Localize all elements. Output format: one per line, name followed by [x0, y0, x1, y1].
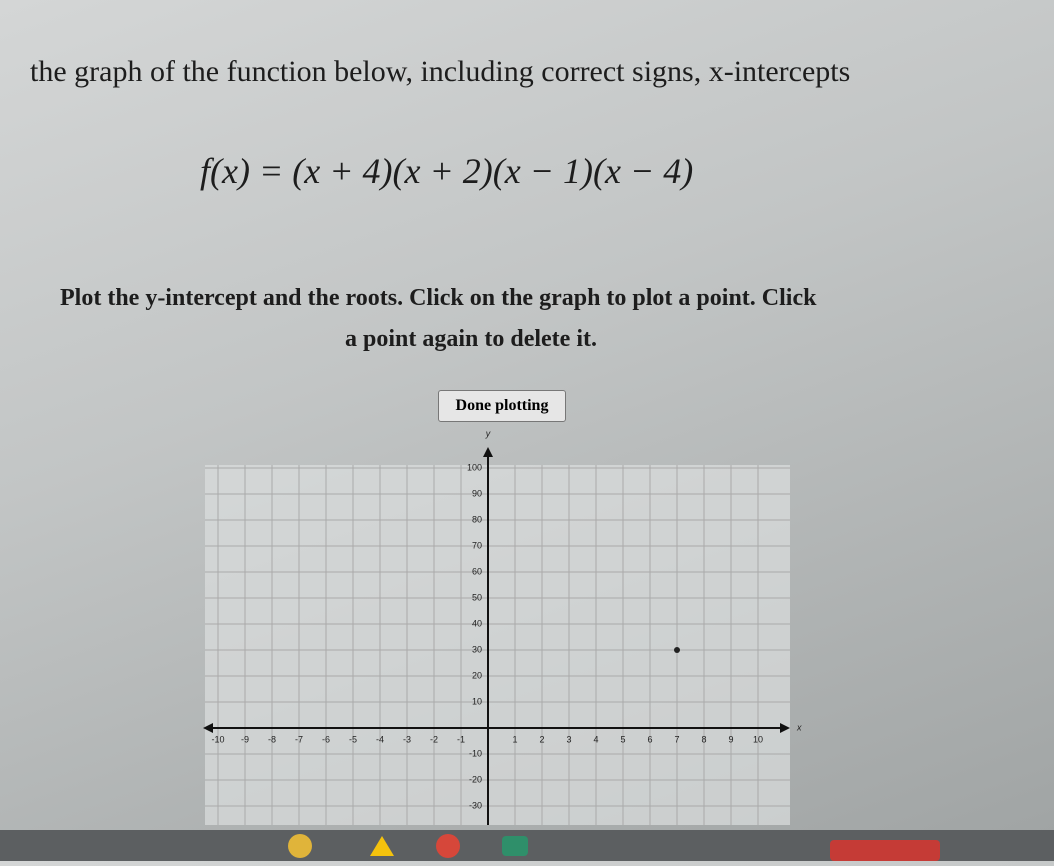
- x-tick-label: -7: [295, 734, 303, 744]
- x-tick-label: 6: [647, 734, 652, 744]
- y-tick-label: 80: [472, 514, 482, 524]
- y-tick-label: -20: [469, 774, 482, 784]
- taskbar-icons: [288, 834, 940, 861]
- plotted-point[interactable]: [674, 647, 680, 653]
- y-tick-label: 40: [472, 618, 482, 628]
- x-tick-label: -1: [457, 734, 465, 744]
- x-tick-label: -10: [211, 734, 224, 744]
- x-tick-label: 3: [566, 734, 571, 744]
- y-tick-label: 50: [472, 592, 482, 602]
- x-axis-arrow: [780, 723, 790, 733]
- x-tick-label: 10: [753, 734, 763, 744]
- app-icon[interactable]: [502, 836, 528, 856]
- taskbar: [0, 830, 1054, 861]
- x-tick-label: 4: [593, 734, 598, 744]
- y-tick-label: 70: [472, 540, 482, 550]
- x-tick-label: -2: [430, 734, 438, 744]
- x-tick-label: 8: [701, 734, 706, 744]
- prompt-line: Plot the y-intercept and the roots. Clic…: [60, 285, 817, 311]
- y-tick-label: -10: [469, 748, 482, 758]
- x-tick-label: -8: [268, 734, 276, 744]
- formula: f(x) = (x + 4)(x + 2)(x − 1)(x − 4): [200, 151, 694, 191]
- status-area: [830, 840, 940, 861]
- y-tick-label: 20: [472, 670, 482, 680]
- y-tick-label: 60: [472, 566, 482, 576]
- x-tick-label: 1: [512, 734, 517, 744]
- x-tick-label: -3: [403, 734, 411, 744]
- x-tick-label: -6: [322, 734, 330, 744]
- y-tick-label: -30: [469, 800, 482, 810]
- prompt-line: a point again to delete it.: [345, 326, 597, 352]
- y-tick-label: 30: [472, 644, 482, 654]
- y-axis-arrow: [483, 447, 493, 457]
- y-axis-label: y: [485, 428, 491, 438]
- instruction: the graph of the function below, includi…: [30, 55, 851, 88]
- y-tick-label: 90: [472, 488, 482, 498]
- plot-area[interactable]: [205, 465, 790, 825]
- x-axis-label: x: [796, 722, 802, 732]
- y-tick-label: 100: [467, 462, 482, 472]
- x-tick-label: 5: [620, 734, 625, 744]
- y-tick-label: 10: [472, 696, 482, 706]
- x-axis-arrow: [203, 723, 213, 733]
- x-tick-label: 7: [674, 734, 679, 744]
- app-icon[interactable]: [288, 834, 312, 858]
- x-tick-label: -5: [349, 734, 357, 744]
- x-tick-label: -4: [376, 734, 384, 744]
- x-tick-label: 9: [728, 734, 733, 744]
- done-button[interactable]: Done plotting: [438, 390, 566, 422]
- graph[interactable]: -10 -9 -8 -7 -6 -5 -4 -3 -2 -1 1 2 3 4 5 6 7 8 9 10 -30 -20 -1…: [0, 0, 1054, 830]
- app-icon[interactable]: [436, 834, 460, 858]
- x-tick-label: 2: [539, 734, 544, 744]
- x-tick-label: -9: [241, 734, 249, 744]
- app-icon[interactable]: [370, 836, 394, 856]
